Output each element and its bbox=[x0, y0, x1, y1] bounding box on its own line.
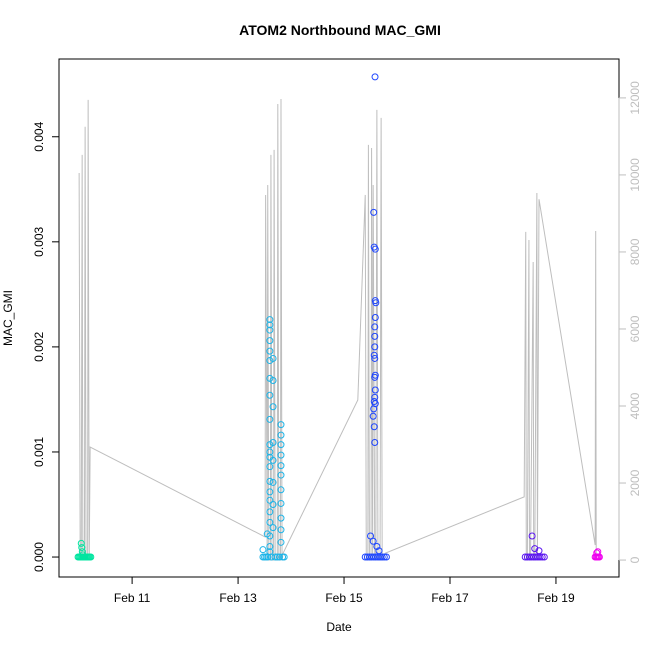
point bbox=[540, 553, 548, 561]
point bbox=[264, 553, 272, 561]
point bbox=[266, 415, 274, 423]
x-tick-label: Feb 19 bbox=[537, 591, 575, 605]
point bbox=[269, 439, 277, 447]
point bbox=[266, 508, 274, 516]
point bbox=[269, 524, 277, 532]
point bbox=[277, 499, 285, 507]
point bbox=[370, 208, 378, 216]
y-tick-label: 0.003 bbox=[32, 226, 46, 256]
y-tick-label: 0.002 bbox=[32, 332, 46, 362]
point bbox=[369, 412, 377, 420]
point bbox=[269, 501, 277, 509]
point bbox=[371, 373, 379, 381]
point bbox=[371, 313, 379, 321]
point bbox=[371, 343, 379, 351]
point bbox=[266, 463, 274, 471]
point bbox=[382, 553, 390, 561]
point bbox=[369, 537, 377, 545]
point bbox=[372, 299, 380, 307]
point bbox=[269, 377, 277, 385]
point bbox=[266, 518, 274, 526]
point bbox=[277, 514, 285, 522]
point bbox=[269, 456, 277, 464]
y2-tick-label: 10000 bbox=[628, 158, 642, 192]
point bbox=[371, 332, 379, 340]
point bbox=[77, 539, 85, 547]
x-tick-label: Feb 15 bbox=[325, 591, 363, 605]
y2-tick-label: 8000 bbox=[628, 238, 642, 265]
point bbox=[79, 551, 87, 559]
y-axis-label: MAC_GMI bbox=[1, 290, 15, 346]
point bbox=[371, 323, 379, 331]
point bbox=[277, 441, 285, 449]
y-tick-label: 0.001 bbox=[32, 437, 46, 467]
point bbox=[266, 347, 274, 355]
point bbox=[535, 547, 543, 555]
point bbox=[263, 530, 271, 538]
y2-tick-label: 6000 bbox=[628, 315, 642, 342]
y-tick-label: 0.000 bbox=[32, 542, 46, 572]
point bbox=[371, 73, 379, 81]
point bbox=[538, 553, 546, 561]
point bbox=[266, 391, 274, 399]
point bbox=[266, 316, 274, 324]
point bbox=[269, 354, 277, 362]
point bbox=[277, 431, 285, 439]
y2-tick-label: 2000 bbox=[628, 469, 642, 496]
point bbox=[277, 486, 285, 494]
point bbox=[373, 543, 381, 551]
point bbox=[277, 451, 285, 459]
point bbox=[594, 548, 602, 556]
point bbox=[277, 421, 285, 429]
point bbox=[593, 549, 601, 557]
point bbox=[266, 337, 274, 345]
point bbox=[378, 553, 386, 561]
point bbox=[371, 439, 379, 447]
y2-tick-label: 0 bbox=[628, 556, 642, 563]
point bbox=[266, 326, 274, 334]
point bbox=[266, 321, 274, 329]
x-tick-label: Feb 11 bbox=[114, 591, 151, 605]
point bbox=[269, 478, 277, 486]
chart-title: ATOM2 Northbound MAC_GMI bbox=[239, 22, 441, 38]
line bbox=[78, 99, 597, 561]
point bbox=[277, 526, 285, 534]
x-tick-label: Feb 17 bbox=[431, 591, 469, 605]
point bbox=[266, 477, 274, 485]
point bbox=[266, 488, 274, 496]
point bbox=[269, 403, 277, 411]
x-axis-label: Date bbox=[326, 620, 352, 634]
point bbox=[371, 354, 379, 362]
point bbox=[259, 546, 267, 554]
point bbox=[380, 553, 388, 561]
point bbox=[277, 471, 285, 479]
point bbox=[370, 351, 378, 359]
point bbox=[78, 548, 86, 556]
point bbox=[266, 448, 274, 456]
point bbox=[531, 545, 539, 553]
point bbox=[273, 553, 281, 561]
point bbox=[266, 543, 274, 551]
point bbox=[87, 553, 95, 561]
y-tick-label: 0.004 bbox=[32, 121, 46, 151]
point bbox=[78, 544, 86, 552]
point bbox=[370, 405, 378, 413]
y2-tick-label: 4000 bbox=[628, 392, 642, 419]
point bbox=[528, 532, 536, 540]
y2-tick-label: 12000 bbox=[628, 81, 642, 115]
point bbox=[275, 553, 283, 561]
x-tick-label: Feb 13 bbox=[219, 591, 257, 605]
point bbox=[271, 553, 279, 561]
point bbox=[280, 553, 288, 561]
point bbox=[277, 462, 285, 470]
point bbox=[371, 245, 379, 253]
point bbox=[277, 538, 285, 546]
point bbox=[370, 423, 378, 431]
point bbox=[371, 386, 379, 394]
